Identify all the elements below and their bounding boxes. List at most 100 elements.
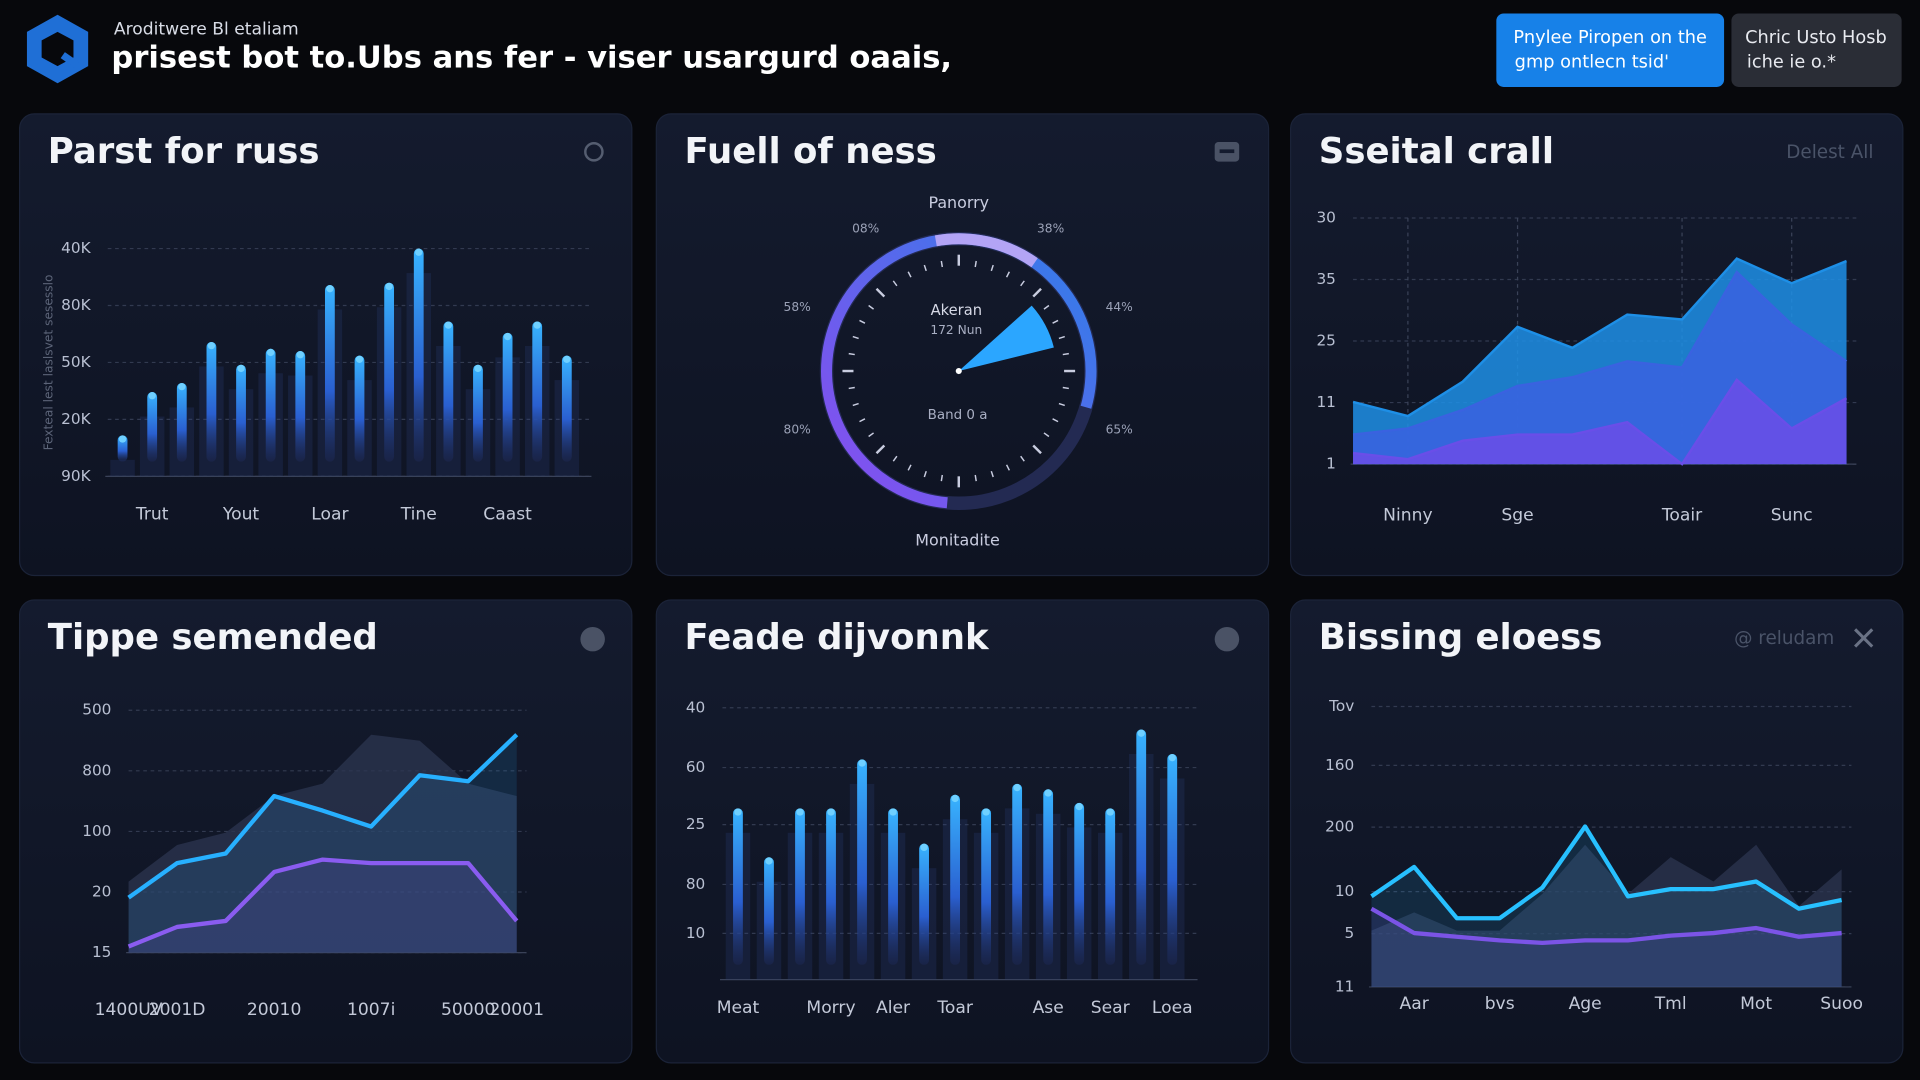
x-tick-label: 1400UV	[95, 1000, 163, 1020]
bar-cap	[296, 351, 304, 359]
bar-cap	[355, 355, 364, 363]
gauge-tick	[868, 304, 875, 310]
gauge-tick	[859, 418, 866, 423]
bar-cap	[1013, 783, 1021, 792]
bar	[1105, 808, 1116, 965]
area-edge	[1352, 257, 1847, 418]
bar-cap	[326, 285, 334, 293]
panel-icon[interactable]	[584, 142, 604, 162]
gauge-tick	[1062, 386, 1069, 390]
x-tick-label: bvs	[1485, 994, 1515, 1014]
y-tick-label: 50K	[61, 353, 91, 371]
line	[127, 857, 519, 949]
x-tick-label: Meat	[717, 998, 760, 1018]
gauge-tick	[1052, 418, 1059, 423]
bar	[1074, 802, 1085, 965]
gauge-highlight	[934, 233, 1038, 268]
y-tick-label: 500	[82, 701, 111, 719]
gauge-hub	[955, 367, 962, 375]
bar-cap	[734, 808, 742, 816]
bar	[384, 282, 395, 462]
bar	[236, 364, 246, 462]
panel-title: Tippe semended	[48, 617, 378, 658]
bar	[295, 351, 306, 462]
y-tick-label: 25	[686, 815, 705, 833]
y-tick-label: 90K	[61, 467, 91, 485]
gauge-tick	[923, 470, 927, 478]
bar-cap	[1137, 729, 1145, 737]
bar	[981, 808, 992, 965]
gauge-tick	[907, 464, 912, 471]
line-fill	[128, 734, 517, 953]
gauge-tick	[990, 470, 994, 478]
panel	[655, 599, 1270, 1064]
bar	[826, 808, 836, 965]
x-tick-label: Loar	[311, 504, 349, 524]
bar	[413, 248, 424, 462]
gauge-tick	[1062, 352, 1069, 356]
x-tick-label: 1007i	[347, 1000, 395, 1020]
bar-cap	[1075, 802, 1083, 811]
panel-icon[interactable]	[580, 626, 605, 652]
bar	[502, 332, 513, 462]
gauge-tick	[940, 260, 944, 268]
bar	[561, 355, 572, 462]
secondary-button[interactable]	[1731, 13, 1902, 87]
gauge-top-label: Panorry	[928, 193, 989, 212]
bar	[443, 321, 454, 462]
area	[1371, 844, 1842, 987]
panel-icons	[580, 142, 1874, 652]
bar	[733, 808, 743, 965]
x-tick-label: Mot	[1740, 994, 1772, 1014]
button-text: Pnylee Piropen on the	[1513, 28, 1707, 48]
x-tick-label: Toar	[936, 998, 974, 1018]
close-icon[interactable]	[1854, 628, 1874, 648]
bar	[147, 392, 158, 462]
x-tick-label: Toair	[1661, 506, 1703, 526]
bar-cap	[1106, 808, 1114, 816]
app-title: prisest bot to.Ubs ans fer - viser usarg…	[111, 40, 952, 75]
x-tick-label: 20001	[489, 1000, 543, 1020]
panel-action[interactable]: Delest All	[1786, 142, 1873, 163]
bar-cap	[951, 794, 959, 803]
gauge-tick	[852, 335, 859, 340]
x-tick-label: 2001D	[149, 1000, 206, 1020]
panel-icon[interactable]	[1214, 626, 1240, 652]
area-edge	[1352, 377, 1848, 466]
bar-cap	[415, 248, 423, 256]
gauge-bottom-label: Monitadite	[915, 531, 999, 550]
gauge-tick	[923, 264, 927, 272]
panel-action[interactable]: @ reludam	[1734, 628, 1834, 649]
x-tick-label: Sear	[1091, 998, 1131, 1018]
x-tick-label: Loea	[1152, 998, 1193, 1018]
gauge-tick	[892, 280, 898, 287]
x-tick-label: Trut	[135, 504, 169, 524]
bar-cap	[207, 341, 216, 350]
gauge-tick	[1058, 335, 1065, 340]
panel	[655, 113, 1270, 577]
y-tick-label: 200	[1325, 818, 1354, 836]
y-tick-label: Tov	[1328, 697, 1354, 715]
gauge-tick	[1043, 304, 1050, 310]
bar	[1012, 783, 1023, 965]
line-fill	[1371, 826, 1842, 987]
gauge-tick	[907, 271, 912, 278]
logo[interactable]	[26, 14, 89, 84]
x-tick-label: Aler	[876, 998, 911, 1018]
bar-cap	[858, 759, 866, 767]
bar	[206, 341, 217, 462]
gauge-tick	[868, 432, 875, 438]
y-tick-label: 10	[1335, 882, 1354, 900]
bar-cap	[118, 435, 127, 443]
bar	[857, 759, 867, 965]
y-tick-label: 35	[1316, 270, 1335, 288]
bar-cap	[1044, 789, 1052, 797]
y-tick-label: 40	[686, 698, 705, 716]
bar-glow	[110, 459, 135, 477]
bar-cap	[533, 321, 541, 329]
bar	[1136, 729, 1147, 965]
primary-button[interactable]	[1496, 13, 1725, 87]
y-tick-label: 20K	[61, 410, 91, 428]
